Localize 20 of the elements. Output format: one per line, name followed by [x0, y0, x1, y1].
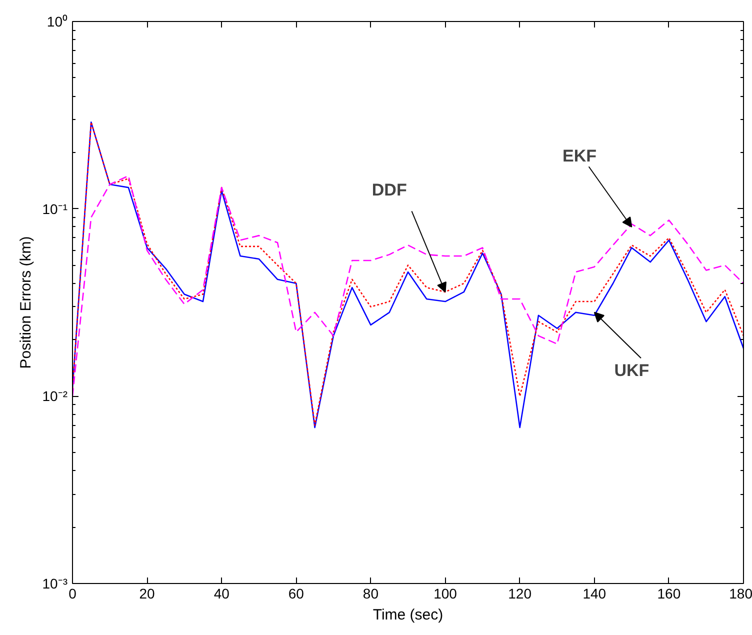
x-tick-label: 0	[68, 586, 77, 602]
y-tick-label: 10⁰	[46, 14, 68, 30]
y-tick-label: 10⁻²	[42, 388, 68, 404]
x-tick-label: 160	[657, 586, 681, 602]
x-tick-label: 180	[729, 586, 752, 602]
x-tick-label: 120	[508, 586, 532, 602]
y-axis-title: Position Errors (km)	[17, 236, 34, 369]
x-tick-label: 40	[214, 586, 230, 602]
annotation: EKF	[562, 146, 596, 166]
x-tick-label: 100	[434, 586, 458, 602]
y-tick-label: 10⁻¹	[42, 200, 68, 217]
x-tick-label: 20	[139, 586, 156, 602]
line-series	[72, 175, 744, 397]
x-tick-label: 140	[582, 586, 606, 602]
x-tick-label: 60	[288, 586, 304, 602]
x-axis-title: Time (sec)	[372, 606, 444, 624]
annotation: DDF	[372, 180, 407, 200]
x-tick-label: 80	[362, 586, 379, 602]
y-tick-label: 10⁻³	[42, 576, 68, 592]
annotation: UKF	[614, 360, 650, 380]
